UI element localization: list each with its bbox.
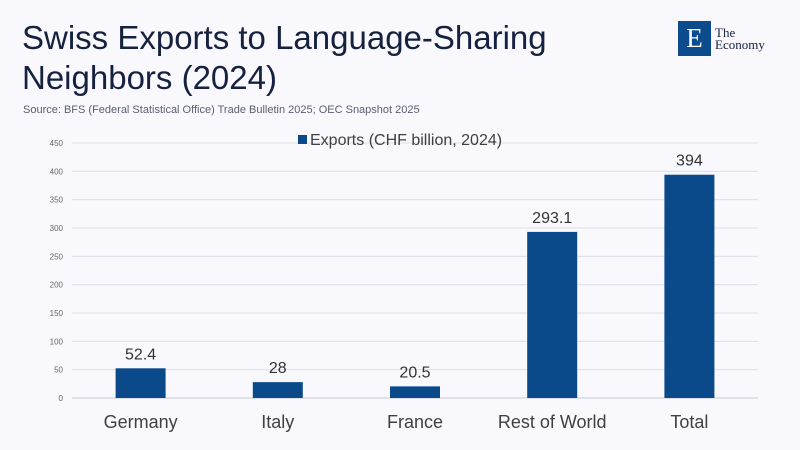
data-label: 20.5: [399, 364, 430, 381]
y-tick-label: 250: [50, 252, 64, 261]
y-tick-label: 0: [59, 394, 64, 403]
data-label: 293.1: [532, 210, 572, 227]
y-tick-label: 100: [50, 337, 64, 346]
source-note: Source: BFS (Federal Statistical Office)…: [23, 104, 420, 116]
y-tick-label: 150: [50, 309, 64, 318]
x-tick-label: Italy: [261, 412, 294, 432]
data-label: 394: [676, 153, 703, 170]
logo-mark-icon: E: [678, 21, 711, 56]
legend-swatch: [298, 135, 307, 144]
y-tick-label: 450: [50, 139, 64, 148]
logo-text: The Economy: [715, 24, 765, 52]
data-label: 28: [269, 360, 287, 377]
y-tick-label: 50: [54, 366, 63, 375]
x-tick-label: Germany: [104, 412, 178, 432]
bar: [115, 368, 166, 398]
y-tick-label: 200: [50, 281, 64, 290]
x-tick-label: France: [387, 412, 443, 432]
x-tick-label: Rest of World: [498, 412, 607, 432]
legend-label: Exports (CHF billion, 2024): [310, 132, 502, 149]
bar: [664, 174, 715, 398]
data-label: 52.4: [125, 346, 156, 363]
legend: Exports (CHF billion, 2024): [298, 132, 502, 149]
x-tick-label: Total: [670, 412, 708, 432]
y-tick-label: 350: [50, 196, 64, 205]
bar: [252, 382, 303, 398]
the-economy-logo: E The Economy: [678, 21, 765, 56]
bar: [390, 386, 440, 398]
chart-title: Swiss Exports to Language-Sharing Neighb…: [22, 19, 547, 96]
bar: [527, 231, 578, 398]
y-tick-label: 300: [50, 224, 64, 233]
y-tick-label: 400: [50, 167, 64, 176]
